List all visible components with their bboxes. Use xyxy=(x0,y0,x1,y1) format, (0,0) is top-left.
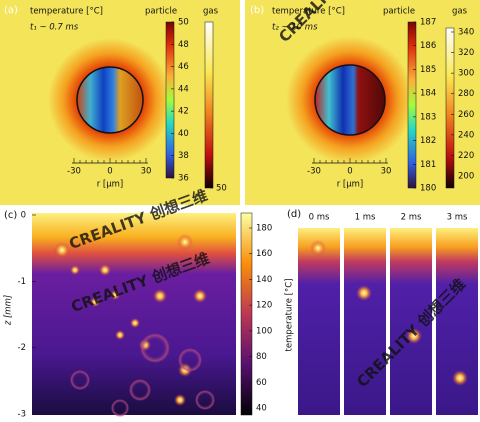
r-label: r [µm] xyxy=(337,180,364,190)
hot-droplet xyxy=(406,328,422,344)
tick-label: 182 xyxy=(420,136,436,146)
hot-droplet xyxy=(174,394,186,406)
tick-label: -2 xyxy=(18,343,26,353)
tick-label: 180 xyxy=(256,224,272,234)
tick-label: 0 xyxy=(21,211,26,221)
tick-label: 186 xyxy=(420,41,436,51)
tick-label: 340 xyxy=(458,28,474,38)
time-label: 0 ms xyxy=(309,213,330,223)
particle-colorbar xyxy=(407,21,417,189)
tick-label: 46 xyxy=(178,62,189,72)
time-strip xyxy=(436,228,478,415)
particle xyxy=(76,66,144,134)
tick-label: 50 xyxy=(178,18,189,28)
panel-label: (c) xyxy=(4,210,17,221)
tick-label: 187 xyxy=(420,18,436,28)
time: t₂ ~ 10 ms xyxy=(272,23,318,33)
tick-label: 44 xyxy=(178,84,189,94)
time-strip xyxy=(390,228,432,415)
tick-label: 300 xyxy=(458,69,474,79)
particle-label: particle xyxy=(145,7,177,17)
tick-label: 240 xyxy=(458,130,474,140)
cooled-droplet xyxy=(178,348,202,372)
tick-label: 200 xyxy=(458,172,474,182)
hot-droplet xyxy=(177,234,193,250)
hot-droplet xyxy=(115,330,125,340)
tick-label: 48 xyxy=(178,40,189,50)
hot-droplet xyxy=(90,297,100,307)
colorbar-label: temperature [°C] xyxy=(285,279,295,352)
panel-label: (a) xyxy=(4,5,18,16)
tick-label: 36 xyxy=(178,174,189,184)
quantity: temperature [°C] xyxy=(272,7,345,17)
hot-droplet xyxy=(153,289,167,303)
cooled-droplet xyxy=(195,390,215,410)
particle-label: particle xyxy=(383,7,415,17)
tick-label: 280 xyxy=(458,89,474,99)
tick-label: -30 xyxy=(67,167,81,177)
tick-label: 184 xyxy=(420,89,436,99)
hot-droplet xyxy=(110,290,120,300)
gas-colorbar xyxy=(204,21,214,189)
hot-droplet xyxy=(310,240,326,256)
time-strip xyxy=(298,228,340,415)
gas-colorbar xyxy=(445,27,455,189)
tick-label: -3 xyxy=(18,410,26,420)
tick-label: 180 xyxy=(420,184,436,194)
tick-label: 30 xyxy=(381,167,392,177)
hot-droplet xyxy=(193,289,207,303)
time-strip xyxy=(344,228,386,415)
tick-label: 100 xyxy=(256,326,272,336)
tick-label: 0 xyxy=(107,167,112,177)
tick-label: 60 xyxy=(256,378,267,388)
cooled-droplet xyxy=(111,399,129,417)
tick-label: 220 xyxy=(458,151,474,161)
blobs xyxy=(54,228,478,417)
tick-label: 260 xyxy=(458,110,474,120)
cooled-droplet xyxy=(140,333,170,363)
tick-label: 140 xyxy=(256,275,272,285)
tick-label: 42 xyxy=(178,107,189,117)
tick-label: 185 xyxy=(420,65,436,75)
tick-label: 50 xyxy=(216,184,227,194)
colorbar xyxy=(240,212,253,416)
hot-droplet xyxy=(99,264,111,276)
tick-label: 320 xyxy=(458,48,474,58)
tick-label: 120 xyxy=(256,301,272,311)
time-label: 3 ms xyxy=(447,213,468,223)
hot-droplet xyxy=(130,318,140,328)
tick-label: 0 xyxy=(347,167,352,177)
tick-label: -1 xyxy=(18,277,26,287)
time: t₁ ~ 0.7 ms xyxy=(30,23,79,33)
tick-label: 38 xyxy=(178,151,189,161)
cooled-droplet xyxy=(70,370,90,390)
tick-label: 181 xyxy=(420,160,436,170)
hot-droplet xyxy=(452,370,468,386)
tick-label: 80 xyxy=(256,352,267,362)
gas-label: gas xyxy=(452,7,468,17)
z-label: z [mm] xyxy=(4,295,14,326)
time-label: 1 ms xyxy=(355,213,376,223)
gas-label: gas xyxy=(203,7,219,17)
tick-label: -30 xyxy=(307,167,321,177)
tick-label: 40 xyxy=(178,129,189,139)
r-label: r [µm] xyxy=(97,180,124,190)
hot-droplet xyxy=(54,242,70,258)
tick-label: 160 xyxy=(256,249,272,259)
tick-label: 30 xyxy=(141,167,152,177)
particle xyxy=(314,64,386,136)
quantity: temperature [°C] xyxy=(30,7,103,17)
tick-label: 40 xyxy=(256,404,267,414)
time-label: 2 ms xyxy=(401,213,422,223)
tick-label: 183 xyxy=(420,112,436,122)
particle-colorbar xyxy=(165,21,175,179)
hot-droplet xyxy=(70,265,80,275)
panel-label: (d) xyxy=(287,209,301,220)
cooled-droplet xyxy=(129,379,151,401)
panel-label: (b) xyxy=(250,5,264,16)
hot-droplet xyxy=(356,285,372,301)
